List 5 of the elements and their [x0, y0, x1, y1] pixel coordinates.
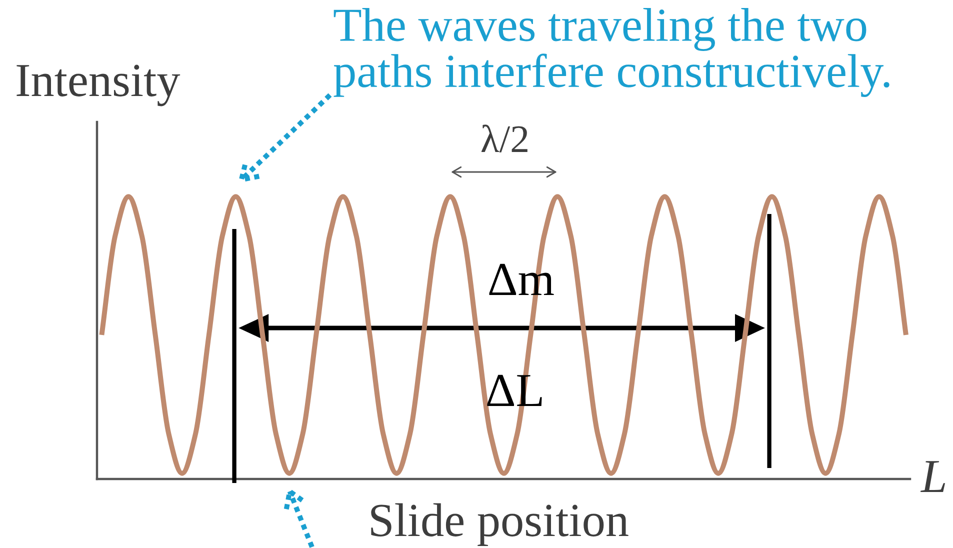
y-axis-title: Intensity: [16, 64, 180, 106]
x-axis-title: L: [920, 461, 946, 492]
text: Slide position: [371, 503, 628, 546]
text: The waves traveling the two paths interfere constructively.: [334, 8, 890, 98]
text: λ/2: [481, 124, 528, 152]
